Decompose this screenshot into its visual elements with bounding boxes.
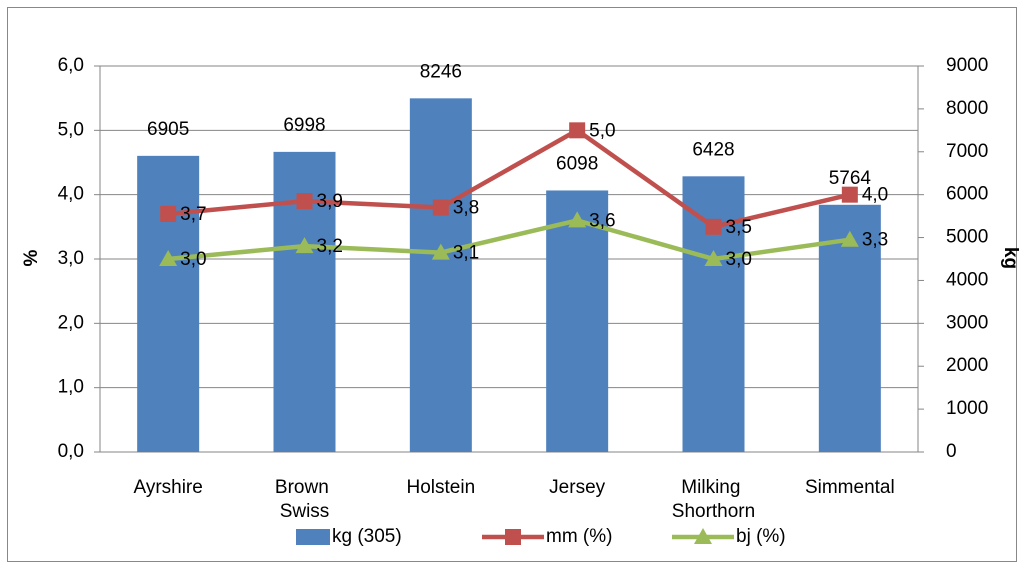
y2-tick-label: 7000 xyxy=(946,141,988,162)
line-value-label: 3,7 xyxy=(180,204,206,225)
line-marker xyxy=(296,193,313,210)
y-tick-label: 6,0 xyxy=(58,55,84,76)
x-tick-label: Holstein xyxy=(407,477,476,498)
line-value-label: 3,3 xyxy=(862,230,888,251)
y2-tick-label: 4000 xyxy=(946,269,988,290)
x-tick-label: Jersey xyxy=(549,477,605,498)
y2-tick-label: 3000 xyxy=(946,312,988,333)
bar-value-label: 6428 xyxy=(692,139,734,160)
y-tick-label: 4,0 xyxy=(58,184,84,205)
legend-marker xyxy=(505,529,521,545)
y2-tick-label: 2000 xyxy=(946,355,988,376)
y2-tick-label: 5000 xyxy=(946,227,988,248)
line-marker xyxy=(841,186,858,203)
line-marker xyxy=(160,205,177,222)
x-tick-label: Brown Swiss xyxy=(275,477,334,522)
line-marker xyxy=(295,237,314,254)
line-marker xyxy=(159,250,178,266)
line-marker xyxy=(568,211,587,228)
y-tick-label: 1,0 xyxy=(58,377,84,398)
legend-marker xyxy=(694,528,712,544)
y-tick-label: 3,0 xyxy=(58,248,84,269)
line-marker xyxy=(431,243,450,260)
x-tick-label: Simmental xyxy=(805,477,895,498)
legend-label: kg (305) xyxy=(332,526,402,547)
line-value-label: 3,0 xyxy=(180,249,206,270)
y-tick-label: 5,0 xyxy=(58,119,84,140)
bar-value-label: 8246 xyxy=(420,61,462,82)
bar xyxy=(137,155,200,452)
line xyxy=(167,218,851,262)
legend-label: bj (%) xyxy=(736,526,786,547)
bar-value-label: 5764 xyxy=(829,168,872,189)
y2-tick-label: 1000 xyxy=(946,398,988,419)
line xyxy=(167,127,851,230)
line-marker xyxy=(432,199,449,216)
line-value-label: 3,9 xyxy=(317,191,343,212)
line-value-label: 3,0 xyxy=(726,249,752,270)
legend-label: mm (%) xyxy=(546,526,612,547)
bar-value-label: 6098 xyxy=(556,153,598,174)
line-value-label: 3,2 xyxy=(317,236,343,257)
line-marker xyxy=(569,122,586,139)
y2-tick-label: 0 xyxy=(946,441,957,462)
y2-tick-label: 8000 xyxy=(946,98,988,119)
x-tick-label: Milking Shorthorn xyxy=(672,477,755,522)
line-value-label: 5,0 xyxy=(589,120,615,141)
y2-tick-label: 9000 xyxy=(946,55,988,76)
y2-axis-title: kg xyxy=(1000,247,1021,269)
y-axis-title: % xyxy=(21,249,42,266)
legend-swatch xyxy=(296,529,330,545)
line-marker xyxy=(704,250,723,266)
line-value-label: 4,0 xyxy=(862,185,888,206)
line-value-label: 3,8 xyxy=(453,198,479,219)
line-marker xyxy=(705,218,722,235)
bar-value-label: 6998 xyxy=(283,115,325,136)
bar xyxy=(546,190,609,452)
line-value-label: 3,1 xyxy=(453,243,479,264)
y2-tick-label: 6000 xyxy=(946,184,988,205)
line-value-label: 3,5 xyxy=(726,217,752,238)
line-marker xyxy=(840,230,859,247)
bar xyxy=(409,98,472,452)
bar-value-label: 6905 xyxy=(147,119,189,140)
x-tick-label: Ayrshire xyxy=(133,477,202,498)
line-value-label: 3,6 xyxy=(589,210,615,231)
y-tick-label: 2,0 xyxy=(58,312,84,333)
y-tick-label: 0,0 xyxy=(58,441,84,462)
